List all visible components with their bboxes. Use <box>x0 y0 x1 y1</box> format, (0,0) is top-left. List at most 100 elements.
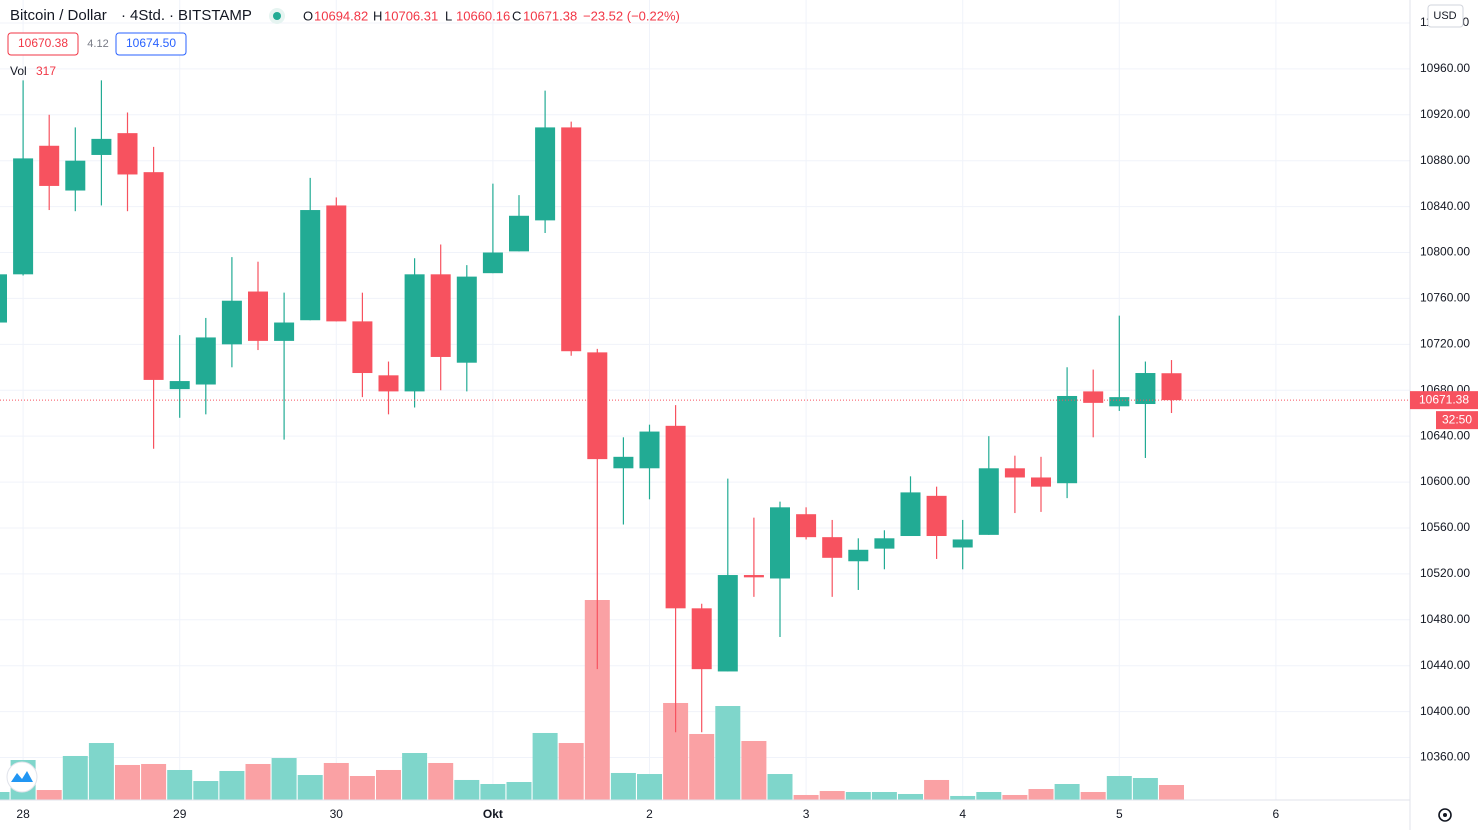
exchange: BITSTAMP <box>178 7 252 24</box>
candle-body <box>404 274 425 392</box>
y-tick-label: 10880.00 <box>1420 153 1470 167</box>
currency: USD <box>1433 10 1456 22</box>
volume-bar <box>323 762 349 800</box>
y-tick-label: 10800.00 <box>1420 245 1470 259</box>
y-tick-label: 10960.00 <box>1420 61 1470 75</box>
volume-bar <box>297 775 323 800</box>
last-price-box <box>1410 391 1478 410</box>
volume-bar <box>1159 784 1184 800</box>
volume-bar <box>88 743 114 800</box>
candle-body <box>587 352 608 460</box>
candle-body <box>248 291 268 341</box>
y-tick-label: 10480.00 <box>1420 612 1470 626</box>
time-axis-bg <box>0 800 1410 830</box>
status-dot[interactable] <box>273 12 281 20</box>
candle-body <box>743 575 764 578</box>
bid-box[interactable] <box>7 32 79 56</box>
y-tick-label: 10560.00 <box>1420 520 1470 534</box>
volume-bar <box>349 776 375 800</box>
x-tick-label: 29 <box>173 807 187 821</box>
candle-body <box>691 608 712 670</box>
candle-body <box>39 145 60 186</box>
ohlc-key: H <box>373 8 382 23</box>
volume-bar <box>219 770 245 800</box>
ohlc-value: 10660.16 <box>456 8 510 23</box>
volume-last: 317 <box>36 64 56 78</box>
volume-bar <box>610 772 636 800</box>
volume-bar <box>193 781 219 800</box>
candle-body <box>482 252 503 274</box>
volume-bar <box>506 782 532 800</box>
volume-bar <box>454 779 480 800</box>
volume-bar <box>1054 784 1080 800</box>
logo-bg[interactable] <box>6 761 38 793</box>
x-tick-label: 4 <box>959 807 966 821</box>
volume-bar <box>532 732 558 800</box>
y-tick-label: 10360.00 <box>1420 750 1470 764</box>
candle-body <box>1083 391 1104 403</box>
volume-bar <box>428 762 454 800</box>
volume-bar <box>1106 776 1132 800</box>
candle-body <box>326 205 347 322</box>
volume-bar <box>1080 792 1106 800</box>
volume-bar <box>1002 794 1028 800</box>
x-tick-label: 28 <box>16 807 30 821</box>
candle-body <box>874 538 895 549</box>
last-price-label: 10671.38 <box>1419 392 1469 406</box>
candle-body <box>952 539 973 548</box>
volume-bar <box>845 792 871 800</box>
y-tick-label: 10840.00 <box>1420 199 1470 213</box>
ohlc-key: O <box>303 8 313 23</box>
candle-body <box>1057 395 1078 484</box>
y-tick-label: 10920.00 <box>1420 107 1470 121</box>
currency-box[interactable] <box>1427 4 1464 28</box>
volume-bar <box>715 706 741 800</box>
candle-body <box>978 468 999 535</box>
volume-bar <box>1028 789 1054 800</box>
candle-body <box>1109 397 1130 407</box>
candle-body <box>274 322 295 341</box>
x-tick-label: 3 <box>803 807 810 821</box>
candle-body <box>822 537 843 558</box>
ohlc-value: 10671.38 <box>523 8 577 23</box>
countdown: 32:50 <box>1442 412 1472 426</box>
symbol-title: Bitcoin / Dollar <box>10 7 107 24</box>
candle-body <box>900 492 921 537</box>
candle-body <box>613 456 634 469</box>
countdown-box <box>1436 411 1478 430</box>
x-tick-label: 2 <box>646 807 653 821</box>
y-tick-label: 10640.00 <box>1420 428 1470 442</box>
settings-icon[interactable] <box>1438 808 1452 822</box>
volume-bar <box>141 763 167 800</box>
candle-body <box>117 133 138 175</box>
candle-body <box>352 321 373 374</box>
volume-bar <box>402 753 428 800</box>
volume-bar <box>950 795 976 800</box>
y-tick-label: 10400.00 <box>1420 704 1470 718</box>
candle-body <box>926 495 947 537</box>
candle-body <box>300 210 321 321</box>
volume-bar <box>36 790 62 800</box>
candle-body <box>1031 477 1051 487</box>
candle-body <box>378 375 399 392</box>
ask-box[interactable] <box>115 32 187 56</box>
candle-body <box>91 138 112 155</box>
volume-bar <box>558 743 584 800</box>
candle-body <box>770 507 790 579</box>
ohlc-key: L <box>445 8 452 23</box>
volume-bar <box>62 755 88 800</box>
spread: 4.12 <box>87 38 108 50</box>
ohlc-value: 10706.31 <box>384 8 438 23</box>
y-tick-label: 10440.00 <box>1420 658 1470 672</box>
candle-body <box>1135 373 1156 405</box>
y-tick-label: 10720.00 <box>1420 337 1470 351</box>
candle-body <box>848 549 869 562</box>
candle-body <box>143 172 164 380</box>
volume-bar <box>271 758 297 800</box>
volume-bar <box>376 769 401 800</box>
y-tick-label: 10520.00 <box>1420 566 1470 580</box>
candle-body <box>13 158 34 275</box>
volume-bar <box>819 791 845 800</box>
candles <box>0 80 1410 733</box>
